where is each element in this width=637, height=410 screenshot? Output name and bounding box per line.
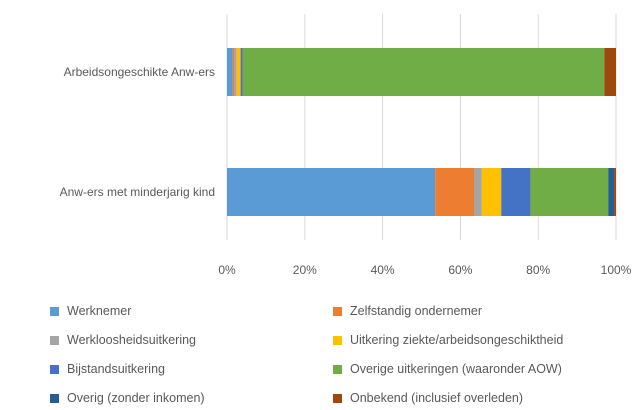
legend-label: Bijstandsuitkering — [67, 362, 165, 376]
legend-swatch — [50, 364, 59, 374]
x-tick-label: 0% — [218, 263, 236, 277]
bar-segment — [614, 168, 616, 216]
legend-item: Werknemer — [50, 304, 131, 318]
bar-segment — [501, 168, 531, 216]
legend-label: Onbekend (inclusief overleden) — [350, 391, 524, 405]
legend-item: Bijstandsuitkering — [50, 362, 165, 376]
legend-label: Werkloosheidsuitkering — [67, 333, 196, 347]
legend-item: Zelfstandig ondernemer — [333, 304, 482, 318]
bar-segment — [474, 168, 482, 216]
legend-item: Uitkering ziekte/arbeidsongeschiktheid — [333, 333, 563, 347]
legend-label: Zelfstandig ondernemer — [350, 304, 483, 318]
legend-swatch — [333, 393, 342, 403]
legend-swatch — [333, 306, 342, 316]
legend-item: Werkloosheidsuitkering — [50, 333, 196, 347]
legend-label: Overig (zonder inkomen) — [67, 391, 205, 405]
legend-swatch — [333, 364, 342, 374]
bar-segment — [604, 48, 616, 96]
legend-label: Werknemer — [67, 304, 132, 318]
legend-swatch — [50, 393, 59, 403]
legend-label: Uitkering ziekte/arbeidsongeschiktheid — [350, 333, 564, 347]
bar-segment — [234, 48, 237, 96]
legend-item: Overig (zonder inkomen) — [50, 391, 205, 405]
stacked-bar-chart: Arbeidsongeschikte Anw-ers Anw-ers met mi… — [60, 14, 632, 277]
legend-swatch — [50, 335, 59, 345]
bar-segment — [227, 48, 233, 96]
bar-segment — [232, 48, 235, 96]
bar-segment — [481, 168, 502, 216]
bar-segment — [530, 168, 609, 216]
x-tick-label: 80% — [526, 263, 550, 277]
x-tick-label: 100% — [601, 263, 632, 277]
bar-segment — [240, 48, 243, 96]
bar-segment — [608, 168, 615, 216]
legend-swatch — [333, 335, 342, 345]
legend-item: Onbekend (inclusief overleden) — [333, 391, 523, 405]
x-tick-label: 20% — [293, 263, 317, 277]
bar-segment — [227, 168, 436, 216]
category-label: Anw-ers met minderjarig kind — [60, 185, 215, 199]
legend-swatch — [50, 306, 59, 316]
bar-segment — [242, 48, 605, 96]
category-label: Arbeidsongeschikte Anw-ers — [64, 65, 215, 79]
bar-segment — [435, 168, 475, 216]
x-tick-label: 60% — [448, 263, 472, 277]
legend-item: Overige uitkeringen (waaronder AOW) — [333, 362, 562, 376]
bar-segment — [236, 48, 241, 96]
legend-label: Overige uitkeringen (waaronder AOW) — [350, 362, 562, 376]
x-tick-label: 40% — [371, 263, 395, 277]
